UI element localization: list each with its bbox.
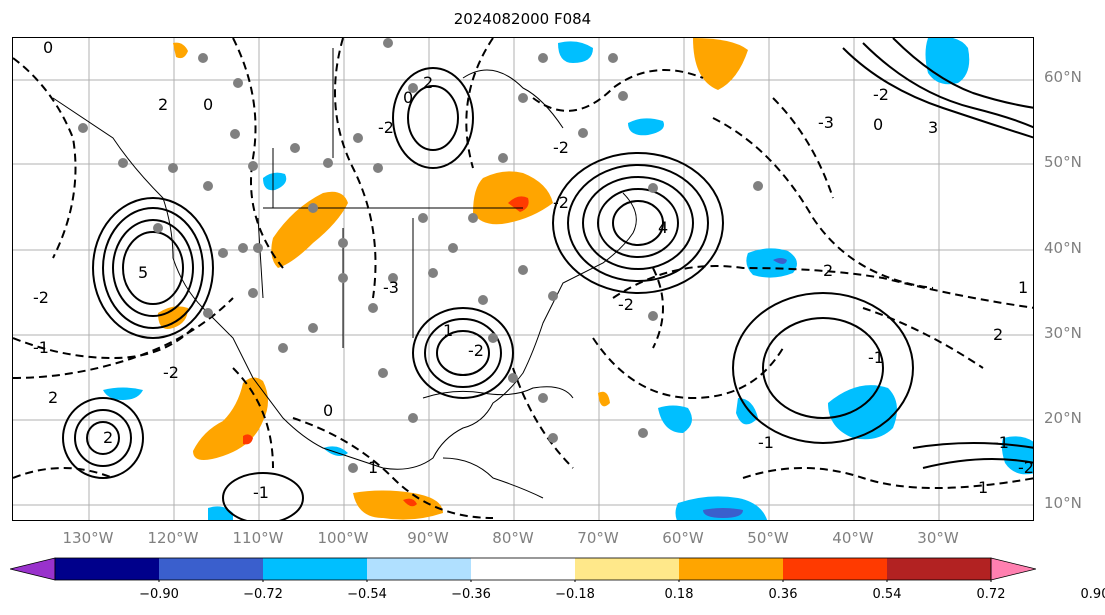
colorbar-segment: [679, 558, 783, 580]
contour-label: -1: [758, 433, 774, 452]
contour-label: -1: [868, 348, 884, 367]
colorbar-segment: [159, 558, 263, 580]
contour-label: 1: [368, 458, 378, 477]
contour-label: -2: [553, 193, 569, 212]
contour-label-group: 0 2 0 -2 0 2 -2 -3 0 -2 3 5 -2 2 -1 -2 2…: [33, 38, 1034, 502]
map-title: 2024082000 F084: [453, 10, 592, 28]
lon-label: 120°W: [147, 529, 199, 547]
colorbar-tick-label: −0.54: [347, 587, 387, 602]
colorbar-tick-label: −0.36: [451, 587, 491, 602]
contour-lines-dashed: [13, 38, 1033, 519]
colorbar-segment: [471, 558, 575, 580]
forecast-map: 0 2 0 -2 0 2 -2 -3 0 -2 3 5 -2 2 -1 -2 2…: [13, 38, 1034, 520]
lat-label: 60°N: [1044, 68, 1082, 86]
colorbar: [10, 557, 1036, 582]
colorbar-tick-label: 0.18: [664, 587, 694, 602]
contour-label: -2: [468, 341, 484, 360]
lon-label: 50°W: [747, 529, 789, 547]
lon-label: 90°W: [407, 529, 449, 547]
contour-label: 0: [323, 401, 333, 420]
gridlines: [13, 38, 1033, 520]
colorbar-tick-label: 0.36: [768, 587, 798, 602]
contour-label: 2: [48, 388, 58, 407]
lat-label: 20°N: [1044, 409, 1082, 427]
contour-label: -2: [378, 118, 394, 137]
contour-label: 0: [203, 95, 213, 114]
map-panel: 0 2 0 -2 0 2 -2 -3 0 -2 3 5 -2 2 -1 -2 2…: [12, 37, 1034, 521]
contour-label: -2: [873, 85, 889, 104]
contour-label: 4: [658, 218, 668, 237]
colorbar-frame: [54, 557, 992, 581]
colorbar-tick-label: −0.18: [555, 587, 595, 602]
lat-label: 30°N: [1044, 324, 1082, 342]
contour-label: -1: [993, 433, 1009, 452]
contour-label: 2: [823, 261, 833, 280]
colorbar-segment: [55, 558, 159, 580]
contour-lines: [62, 38, 1033, 520]
colorbar-segments: [10, 557, 1036, 581]
contour-label: 2: [423, 73, 433, 92]
lon-label: 40°W: [832, 529, 874, 547]
contour-label: -1: [33, 338, 49, 357]
contour-label: -2: [163, 363, 179, 382]
colorbar-segment: [887, 558, 991, 580]
contour-label: -1: [253, 483, 269, 502]
anomaly-fills: [103, 38, 1033, 520]
contour-label: 0: [403, 88, 413, 107]
contour-label: -3: [818, 113, 834, 132]
colorbar-tick-label: 0.72: [976, 587, 1006, 602]
contour-label: 1: [978, 478, 988, 497]
lat-label: 50°N: [1044, 153, 1082, 171]
contour-label: -3: [383, 278, 399, 297]
lon-label: 130°W: [62, 529, 114, 547]
colorbar-tick-label: 0.90: [1080, 587, 1105, 602]
contour-label: 1: [443, 321, 453, 340]
contour-label: -2: [618, 295, 634, 314]
colorbar-tick-label: −0.72: [243, 587, 283, 602]
contour-label: 2: [158, 95, 168, 114]
colorbar-tick-label: −0.90: [139, 587, 179, 602]
contour-label: 2: [103, 428, 113, 447]
contour-label: -2: [553, 138, 569, 157]
colorbar-segment: [783, 558, 887, 580]
colorbar-segment: [367, 558, 471, 580]
lon-label: 30°W: [917, 529, 959, 547]
lon-label: 100°W: [317, 529, 369, 547]
coastlines: [52, 48, 637, 499]
lon-label: 80°W: [492, 529, 534, 547]
lon-label: 70°W: [577, 529, 619, 547]
lat-label: 10°N: [1044, 494, 1082, 512]
contour-label: 0: [43, 38, 53, 57]
colorbar-arrow-left: [10, 557, 56, 581]
colorbar-segment: [575, 558, 679, 580]
contour-label: -2: [1018, 458, 1034, 477]
colorbar-segment: [263, 558, 367, 580]
lat-label: 40°N: [1044, 239, 1082, 257]
contour-label: -2: [33, 288, 49, 307]
lon-label: 60°W: [662, 529, 704, 547]
colorbar-arrow-right: [990, 557, 1036, 581]
contour-label: 1: [1018, 278, 1028, 297]
contour-label: 5: [138, 263, 148, 282]
contour-label: 3: [928, 118, 938, 137]
lon-label: 110°W: [232, 529, 284, 547]
colorbar-tick-label: 0.54: [872, 587, 902, 602]
contour-label: 2: [993, 325, 1003, 344]
station-dots: [78, 38, 763, 473]
contour-label: 0: [873, 115, 883, 134]
